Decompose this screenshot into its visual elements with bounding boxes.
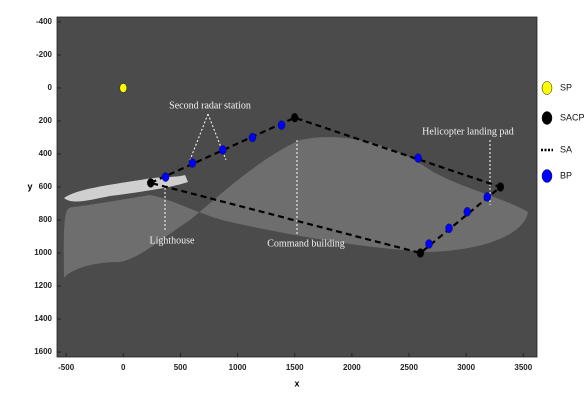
x-tick-label: 500 [174,363,188,372]
y-tick-label: 1200 [34,281,52,290]
point [277,120,286,130]
point [463,207,471,217]
y-tick-label: 600 [39,182,53,191]
x-tick-label: -500 [58,363,75,372]
sand-spit [64,175,188,202]
point [496,182,505,192]
legend-label: SA [560,144,572,154]
x-axis-label: x [294,378,299,388]
point [147,178,155,188]
annotation: Second radar station [169,100,251,111]
point [219,145,227,155]
x-tick-label: 1500 [286,363,304,372]
legend-swatch [541,111,553,125]
point [291,112,299,123]
y-tick-label: 0 [48,83,53,92]
point [414,153,422,163]
legend-label: SP [560,82,572,92]
annotation-pointers [164,113,491,236]
point [161,172,170,182]
point [483,192,491,202]
x-tick-label: 0 [121,363,126,372]
y-tick-label: 200 [39,116,53,125]
point [119,83,127,93]
legend-label: SACP [560,112,585,122]
y-tick-label: -200 [36,50,53,59]
y-tick-label: 1000 [34,248,52,257]
x-tick-label: 2000 [343,363,361,372]
legend-swatch [541,169,553,183]
x-tick-label: 1000 [229,363,247,372]
x-tick-label: 2500 [400,363,418,372]
annotation: Lighthouse [150,235,196,246]
island [63,137,529,278]
point [425,239,433,249]
y-tick-label: 1400 [34,314,52,323]
x-tick-label: 3000 [457,363,475,372]
x-tick-label: 3500 [514,363,532,372]
y-tick-label: 1600 [34,347,52,356]
point [248,132,257,143]
annotation: Command building [267,238,345,249]
point [445,223,453,233]
annotation: Helicopter landing pad [422,126,514,137]
point [188,158,197,168]
legend-swatch [541,81,553,95]
y-tick-label: 800 [39,215,53,224]
y-tick-label: -400 [36,17,53,26]
legend-label: BP [560,170,572,180]
y-axis-label: y [27,181,32,191]
point [416,248,425,258]
y-tick-label: 400 [39,149,53,158]
